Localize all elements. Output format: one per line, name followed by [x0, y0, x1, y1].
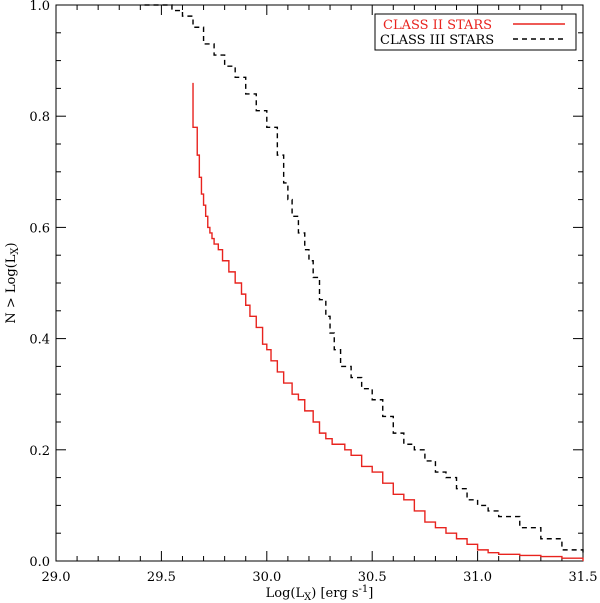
- y-axis-title-end: ): [4, 242, 19, 247]
- x-tick-label: 30.0: [252, 570, 281, 585]
- x-axis-title-unit: ) [erg s: [311, 586, 358, 601]
- y-tick-label: 1.0: [29, 0, 50, 14]
- tick-labels: 29.0 29.5 30.0 30.5 31.0 31.5 0.0 0.2 0.4 0.6 0.8 1…: [29, 0, 597, 585]
- series-line-class-iii: [144, 4, 584, 556]
- x-axis-title-sub: X: [304, 592, 312, 603]
- y-tick-label: 0.8: [29, 110, 50, 125]
- series-line-class-ii: [192, 82, 584, 561]
- axis-ticks: [55, 4, 584, 562]
- y-axis-title-main: N > Log(L: [4, 254, 19, 323]
- y-tick-label: 0.0: [29, 555, 50, 570]
- y-tick-label: 0.4: [29, 333, 50, 348]
- x-axis-title-main: Log(L: [266, 586, 305, 601]
- x-axis-title-sup: -1: [359, 584, 369, 595]
- series-layer: [144, 4, 584, 561]
- legend-box: [374, 13, 577, 51]
- x-tick-label: 31.5: [569, 570, 598, 585]
- y-tick-label: 0.6: [29, 221, 50, 236]
- x-axis-title-end: ]: [368, 586, 373, 601]
- x-tick-label: 29.5: [147, 570, 176, 585]
- y-axis-title-sub: X: [10, 247, 21, 255]
- x-tick-label: 31.0: [463, 570, 492, 585]
- y-axis-title: N > Log(LX): [4, 242, 21, 323]
- x-tick-label: 30.5: [358, 570, 387, 585]
- x-axis-title: Log(LX) [erg s-1]: [266, 584, 374, 603]
- x-tick-label: 29.0: [42, 570, 71, 585]
- legend-label-class-ii: CLASS II STARS: [383, 18, 492, 33]
- y-tick-label: 0.2: [29, 444, 50, 459]
- legend: CLASS II STARS CLASS III STARS: [374, 13, 577, 51]
- legend-label-class-iii: CLASS III STARS: [380, 33, 494, 48]
